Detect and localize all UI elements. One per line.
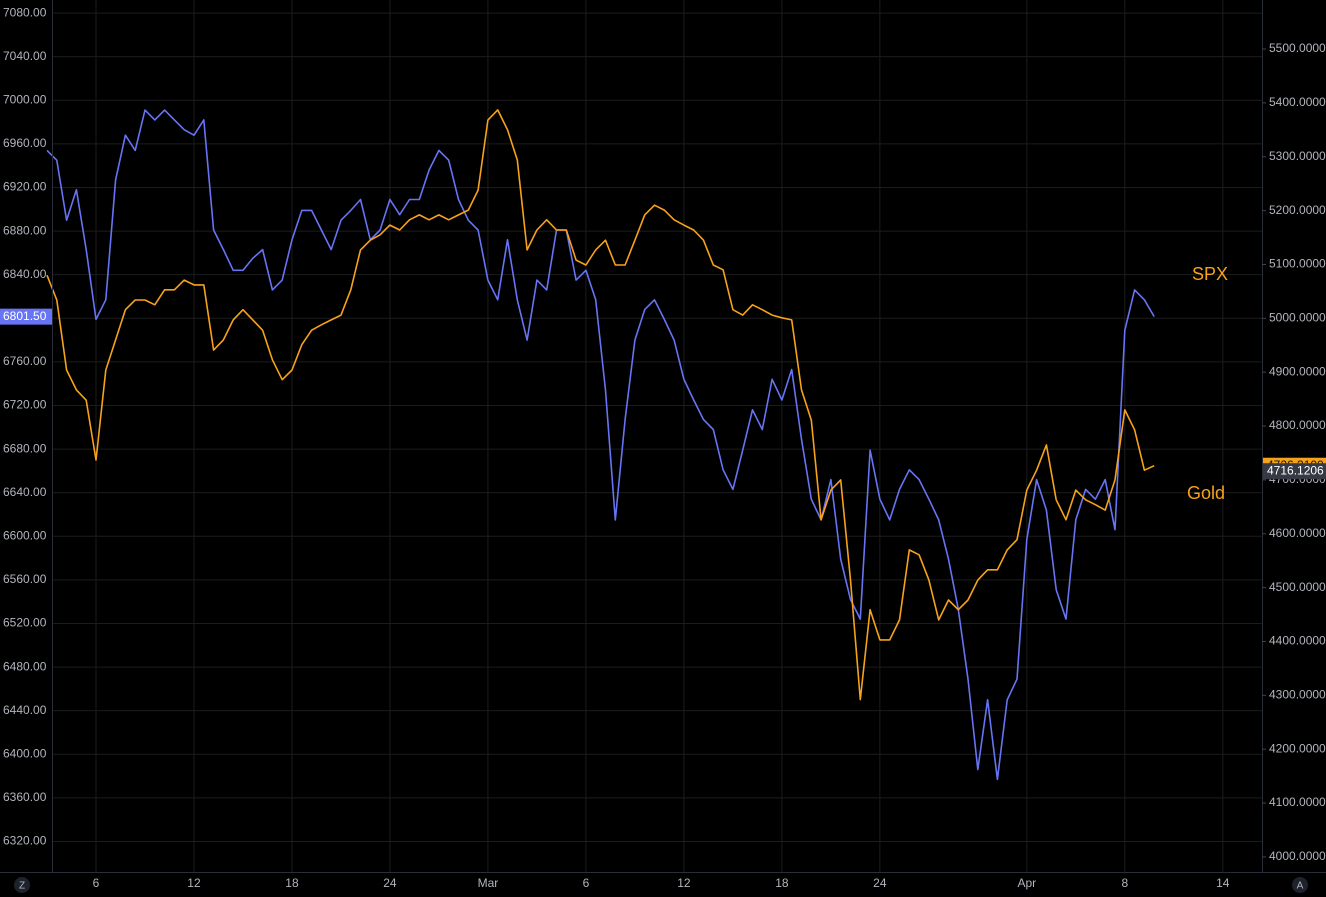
y-tick-label: 6960.00 [3, 136, 47, 150]
price-marker [1263, 463, 1326, 480]
x-tick-label: 6 [93, 876, 100, 890]
y-tick-label: 6640.00 [3, 485, 47, 499]
y-tick-label: 6720.00 [3, 398, 47, 412]
x-tick-label: 18 [285, 876, 299, 890]
y2-tick-label: 5000.0000 [1269, 310, 1326, 324]
corner-button[interactable]: A [1297, 881, 1304, 892]
y2-tick-label: 5500.0000 [1269, 41, 1326, 55]
y-tick-label: 6440.00 [3, 703, 47, 717]
grid [52, 0, 1262, 872]
y2-tick-label: 4300.0000 [1269, 688, 1326, 702]
y2-tick-label: 4600.0000 [1269, 526, 1326, 540]
annotation: Gold [1187, 483, 1225, 503]
y-tick-label: 7040.00 [3, 49, 47, 63]
series-line [46, 109, 1155, 701]
y-tick-label: 6840.00 [3, 267, 47, 281]
x-tick-label: 24 [383, 876, 397, 890]
x-tick-label: 12 [677, 876, 691, 890]
y2-tick-label: 4400.0000 [1269, 634, 1326, 648]
y2-tick-label: 4100.0000 [1269, 795, 1326, 809]
price-marker-label: 4716.1206 [1267, 463, 1324, 477]
series-line [46, 109, 1155, 781]
corner-button[interactable]: Z [19, 881, 25, 892]
y-tick-label: 6680.00 [3, 441, 47, 455]
x-tick-label: 14 [1216, 876, 1230, 890]
y2-tick-label: 4900.0000 [1269, 364, 1326, 378]
axes: 6320.00 6360.00 6400.00 6440.00 6480.00 6520.… [0, 5, 1326, 890]
y2-tick-label: 4500.0000 [1269, 580, 1326, 594]
y2-tick-label: 4000.0000 [1269, 849, 1326, 863]
y-tick-label: 6600.00 [3, 528, 47, 542]
y-tick-label: 6920.00 [3, 180, 47, 194]
x-tick-label: Mar [478, 876, 499, 890]
plot-area [46, 109, 1155, 781]
y2-tick-label: 5400.0000 [1269, 95, 1326, 109]
x-tick-label: Apr [1017, 876, 1036, 890]
button-bg[interactable] [1292, 877, 1308, 893]
button-bg[interactable] [14, 877, 30, 893]
y-tick-label: 6560.00 [3, 572, 47, 586]
y-tick-label: 6480.00 [3, 659, 47, 673]
x-tick-label: 24 [873, 876, 887, 890]
price-tag-label: 6801.50 [3, 309, 47, 323]
y-tick-label: 6400.00 [3, 746, 47, 760]
x-tick-label: 18 [775, 876, 789, 890]
y-tick-label: 6880.00 [3, 223, 47, 237]
y-tick-label: 6760.00 [3, 354, 47, 368]
y-tick-label: 7080.00 [3, 5, 47, 19]
y2-tick-label: 4200.0000 [1269, 741, 1326, 755]
y-tick-label: 6320.00 [3, 834, 47, 848]
x-tick-label: 8 [1121, 876, 1128, 890]
y2-tick-label: 5300.0000 [1269, 149, 1326, 163]
x-tick-label: 6 [583, 876, 590, 890]
y-tick-label: 7000.00 [3, 92, 47, 106]
annotation: SPX [1192, 264, 1228, 284]
x-tick-label: 12 [187, 876, 201, 890]
y2-tick-label: 5100.0000 [1269, 257, 1326, 271]
y-tick-label: 6360.00 [3, 790, 47, 804]
y-tick-label: 6520.00 [3, 616, 47, 630]
y2-tick-label: 5200.0000 [1269, 203, 1326, 217]
y2-tick-label: 4800.0000 [1269, 418, 1326, 432]
price-tag [0, 308, 52, 325]
